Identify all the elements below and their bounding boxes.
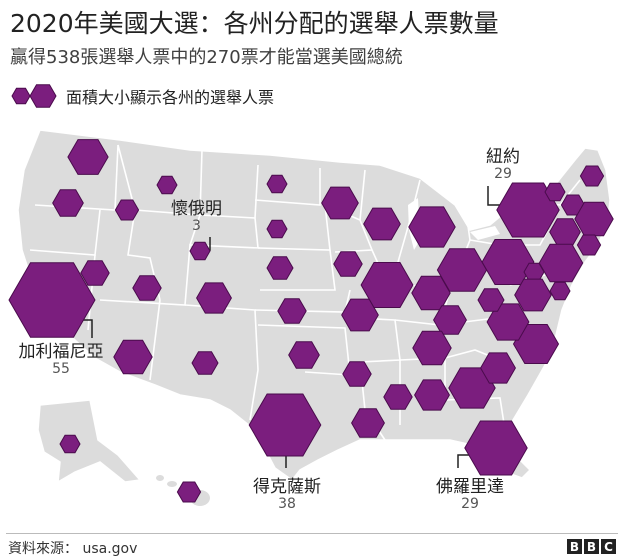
hexagon-massachusetts bbox=[574, 201, 614, 237]
wyoming-name: 懷俄明 bbox=[171, 199, 222, 219]
hexagon-kansas bbox=[277, 298, 307, 324]
footer-divider bbox=[6, 533, 618, 534]
hexagon-mississippi bbox=[383, 384, 413, 410]
hexagon-tennessee bbox=[412, 330, 452, 366]
hexagon-west-virginia bbox=[477, 288, 505, 312]
bbc-logo-b1: B bbox=[567, 539, 582, 554]
hexagon-north-carolina bbox=[512, 324, 560, 364]
hexagon-wyoming bbox=[189, 241, 211, 261]
hexagon-new-york bbox=[496, 182, 560, 238]
california-label: 加利福尼亞 55 bbox=[4, 343, 118, 377]
hexagon-florida bbox=[464, 420, 528, 476]
texas-votes: 38 bbox=[278, 495, 296, 512]
hexagon-hawaii bbox=[176, 481, 202, 503]
bbc-logo-c: C bbox=[601, 539, 616, 554]
florida-votes: 29 bbox=[461, 495, 479, 512]
hexagon-vermont bbox=[544, 182, 566, 202]
hexagon-north-dakota bbox=[266, 174, 288, 194]
alaska-shape bbox=[37, 399, 142, 484]
hexagon-nebraska bbox=[266, 256, 294, 280]
great-lakes-shape bbox=[408, 175, 500, 250]
hexagon-alabama bbox=[414, 379, 450, 411]
hexagon-utah bbox=[132, 275, 162, 301]
hexagon-louisiana bbox=[351, 408, 385, 438]
new-york-name: 紐約 bbox=[486, 147, 520, 167]
california-votes: 55 bbox=[52, 360, 70, 377]
hexagon-virginia bbox=[486, 303, 530, 341]
new-york-votes: 29 bbox=[494, 165, 512, 182]
hexagon-colorado bbox=[196, 282, 232, 314]
hexagon-arkansas bbox=[342, 361, 372, 387]
florida-name: 佛羅里達 bbox=[436, 477, 504, 497]
hexagon-south-carolina bbox=[480, 352, 516, 384]
legend-small-hexagon bbox=[11, 87, 31, 105]
new-york-label: 紐約 29 bbox=[486, 148, 520, 182]
hexagon-oregon bbox=[52, 189, 84, 217]
hexagon-idaho bbox=[114, 199, 140, 221]
hexagon-kentucky bbox=[433, 305, 467, 335]
hexagon-nevada bbox=[80, 260, 110, 286]
hexagon-rhode-island bbox=[576, 234, 602, 256]
hexagon-delaware bbox=[523, 262, 545, 282]
hexagon-iowa bbox=[333, 251, 363, 277]
hexagon-michigan bbox=[408, 206, 456, 248]
map-title: 2020年美國大選：各州分配的選舉人票數量 bbox=[10, 9, 499, 38]
hexagon-alaska bbox=[59, 434, 81, 454]
hexagon-minnesota bbox=[321, 186, 359, 220]
texas-label: 得克薩斯 38 bbox=[246, 478, 328, 512]
wyoming-votes: 3 bbox=[192, 217, 201, 234]
hexagon-arizona bbox=[113, 339, 153, 375]
texas-name: 得克薩斯 bbox=[253, 477, 321, 497]
bbc-logo-b2: B bbox=[584, 539, 599, 554]
hexagon-oklahoma bbox=[288, 341, 320, 369]
hexagon-ohio bbox=[436, 248, 488, 292]
hexagon-montana bbox=[156, 175, 178, 195]
hexagon-district-of-columbia bbox=[549, 281, 571, 301]
hexagon-california bbox=[8, 262, 96, 338]
source-note: 資料來源： usa.gov bbox=[8, 541, 138, 557]
map-subtitle: 贏得538張選舉人票中的270票才能當選美國總統 bbox=[10, 47, 403, 68]
legend: 面積大小顯示各州的選舉人票 bbox=[10, 84, 274, 108]
legend-large-hexagon bbox=[29, 84, 57, 108]
legend-hexagons-icon bbox=[11, 84, 57, 108]
hexagon-washington bbox=[67, 139, 109, 175]
wyoming-label: 懷俄明 3 bbox=[171, 200, 222, 234]
hexagon-maine bbox=[579, 165, 605, 187]
hexagon-new-mexico bbox=[191, 351, 219, 375]
hexagon-texas bbox=[248, 393, 322, 457]
state-hexagons bbox=[8, 139, 614, 503]
hexagon-maryland bbox=[514, 278, 552, 312]
california-name: 加利福尼亞 bbox=[18, 342, 104, 362]
hexagon-illinois bbox=[360, 262, 414, 308]
florida-label: 佛羅里達 29 bbox=[418, 478, 522, 512]
legend-label: 面積大小顯示各州的選舉人票 bbox=[66, 88, 275, 107]
hexagon-south-dakota bbox=[266, 219, 288, 239]
hexagon-wisconsin bbox=[363, 207, 401, 241]
